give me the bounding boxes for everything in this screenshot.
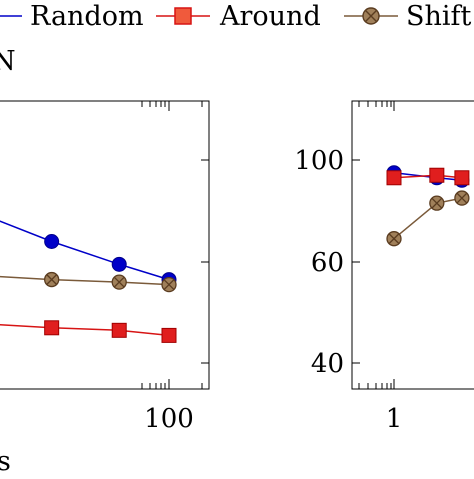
right-major-ticks [352, 101, 395, 389]
legend-shift-label: Shift [406, 1, 472, 32]
left-series-shift-point-1 [44, 271, 60, 288]
legend-random-label: Random [30, 1, 144, 32]
left-series-random-line [0, 220, 170, 281]
right-series-shift-line [393, 197, 463, 240]
left-series-layer [0, 220, 177, 343]
left-series-around-point-1 [44, 320, 60, 336]
legend: Random Around Shift [0, 1, 472, 32]
right-series-shift-point-2 [454, 190, 470, 206]
left-major-ticks [168, 101, 209, 389]
right-series-shift-point-0 [386, 231, 402, 247]
right-series-layer [386, 165, 470, 247]
legend-around-label: Around [219, 1, 321, 32]
left-series-shift-line [0, 275, 170, 286]
right-series-shift-point-1 [429, 195, 445, 211]
left-minor-ticks [141, 101, 203, 389]
left-series-random-point-1 [44, 234, 60, 250]
right-plot-panel: 100 60 40 1 [294, 100, 474, 434]
right-minor-ticks [358, 101, 392, 389]
legend-around-marker [174, 7, 192, 25]
left-series-random-point-2 [111, 256, 127, 272]
right-x-tick-label: 1 [386, 404, 403, 434]
cropped-label-top-left: N [0, 46, 16, 77]
right-series-around-point-1 [429, 167, 445, 183]
left-series-around-point-3 [161, 327, 177, 343]
right-series-around-point-0 [386, 170, 402, 186]
left-series-shift-point-2 [111, 274, 127, 290]
left-series-around-point-2 [111, 322, 127, 338]
right-y-tick-label-100: 100 [294, 146, 344, 176]
left-series-shift-point-3 [161, 276, 177, 293]
left-plot-panel: 100 [0, 100, 210, 434]
left-x-tick-label: 100 [144, 404, 194, 434]
left-series-around-line [0, 324, 170, 337]
cropped-label-bottom-left: s [0, 446, 11, 474]
right-series-around-point-2 [454, 170, 470, 186]
right-y-tick-label-60: 60 [311, 248, 344, 278]
right-y-tick-label-40: 40 [311, 349, 344, 379]
right-plot-frame [351, 100, 474, 390]
left-plot-frame [0, 100, 210, 390]
legend-shift-marker [362, 7, 380, 25]
